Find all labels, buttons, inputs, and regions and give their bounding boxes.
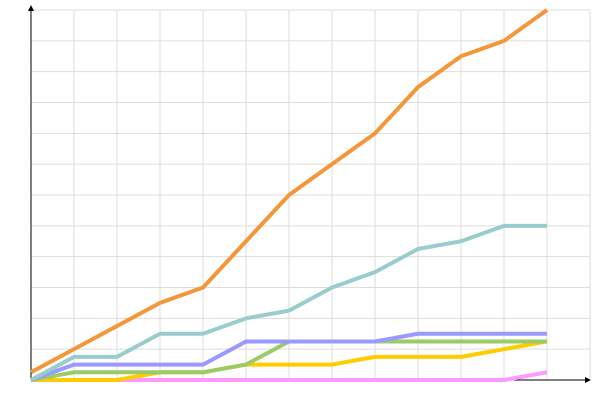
series-line (30, 331, 547, 382)
series-line (31, 339, 548, 382)
series-line (30, 223, 547, 382)
series-line (30, 8, 549, 375)
